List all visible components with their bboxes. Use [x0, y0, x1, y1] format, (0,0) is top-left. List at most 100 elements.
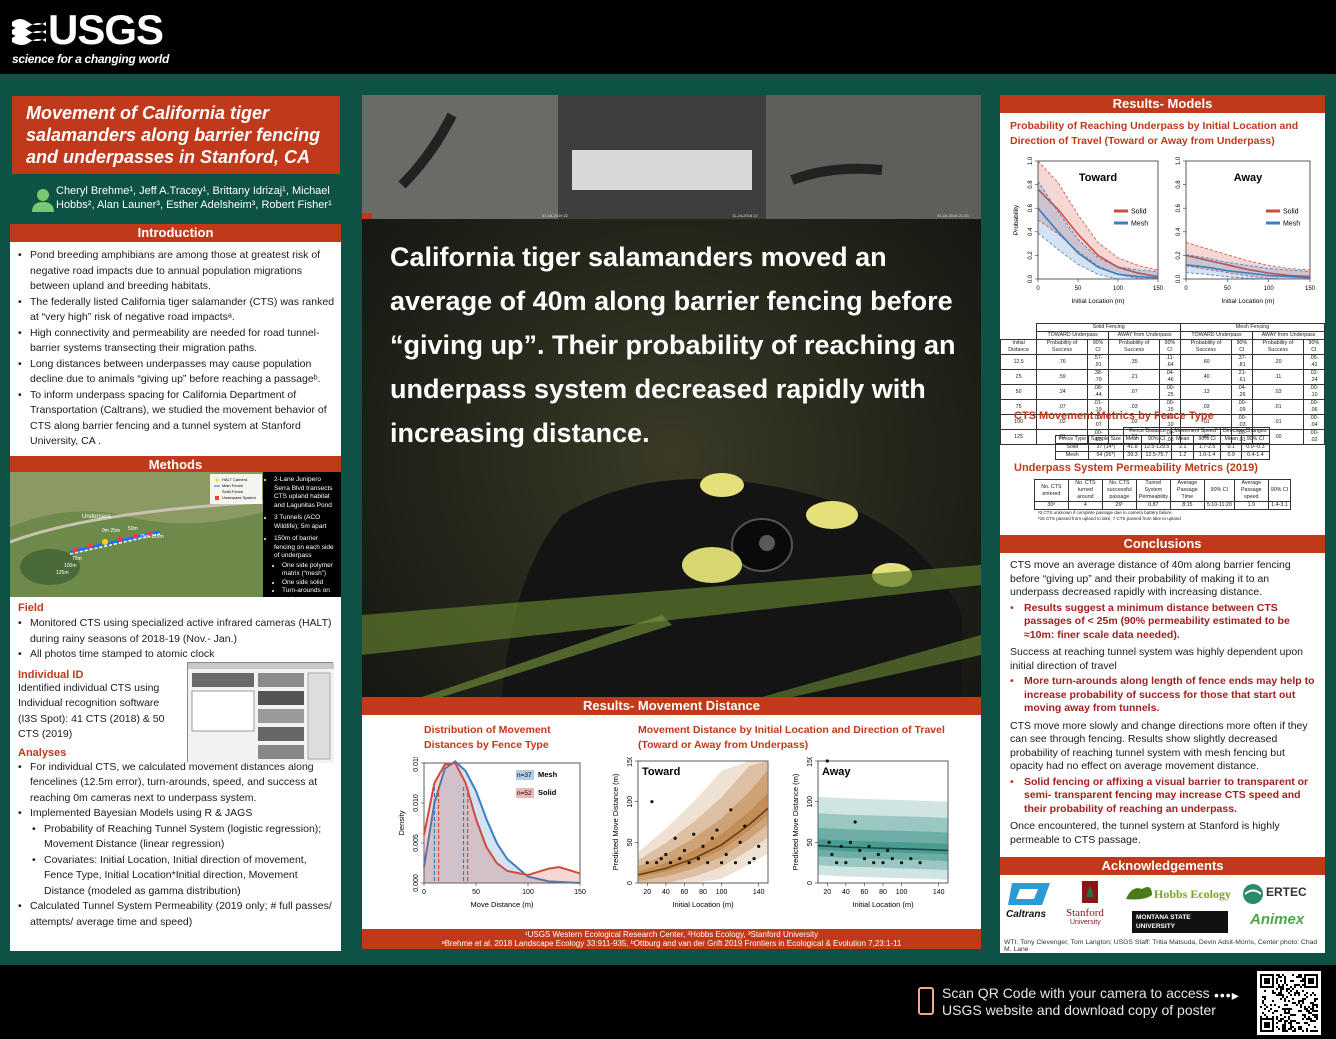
site-note: 3 Tunnels (ACO Wildlife); 5m apart	[274, 514, 338, 531]
qr-module	[1284, 1008, 1286, 1010]
table-column-header: Average Passage speed	[1233, 479, 1269, 502]
field-bullet: Monitored CTS using specialized active i…	[18, 616, 335, 647]
qr-module	[1278, 994, 1280, 996]
qr-module	[1272, 1000, 1274, 1002]
table-cell: 1.9	[1233, 501, 1269, 510]
x-tick-label: 40	[842, 889, 850, 896]
table-cell: .01	[1252, 399, 1304, 415]
analyses-bullet: Calculated Tunnel System Permeability (2…	[18, 899, 335, 930]
qr-module	[1264, 1008, 1266, 1010]
qr-module	[1306, 1008, 1308, 1010]
table-row: Mesh 54 (26*) 39.3 12.5-75.7 1.2 1.0-1.4 0.9 0.…	[1055, 451, 1270, 460]
qr-module	[1302, 978, 1304, 980]
usgs-logo[interactable]: USGS science for a changing world	[12, 9, 169, 66]
qr-module	[1310, 1002, 1312, 1004]
qr-module	[1306, 1028, 1308, 1030]
qr-module	[1284, 1016, 1286, 1018]
qr-module	[1294, 1030, 1296, 1032]
qr-module	[1274, 1004, 1276, 1006]
qr-finder-center	[1264, 1022, 1270, 1028]
data-point	[848, 840, 853, 844]
qr-module	[1292, 974, 1294, 976]
table-cell: .00- .06	[1302, 399, 1326, 415]
qr-module	[1280, 994, 1282, 996]
x-tick-label: 150	[574, 889, 586, 896]
y-tick-label: 0.010	[413, 794, 420, 812]
qr-module	[1286, 984, 1288, 986]
logo-text: USGS	[48, 6, 164, 53]
qr-module	[1316, 1010, 1318, 1012]
qr-module	[1316, 1004, 1318, 1006]
table-group-header: Movement Speed*	[1171, 427, 1221, 436]
qr-module	[1278, 986, 1280, 988]
qr-module	[1284, 1028, 1286, 1030]
data-point	[645, 861, 649, 865]
table-cell: .03	[1252, 384, 1304, 400]
y-tick-label: 100	[807, 796, 814, 808]
table-column-header: Average Passage Time	[1169, 479, 1205, 502]
qr-module	[1280, 986, 1282, 988]
qr-module	[1276, 1026, 1278, 1028]
qr-module	[1304, 1008, 1306, 1010]
qr-module	[1290, 1020, 1292, 1022]
data-point	[668, 861, 673, 865]
qr-finder-center	[1308, 978, 1314, 984]
y-tick-label: 50	[627, 838, 634, 846]
qr-module	[1306, 1030, 1308, 1032]
qr-module	[1314, 1030, 1316, 1032]
qr-module	[1298, 984, 1300, 986]
qr-module	[1282, 1018, 1284, 1020]
y-tick-label: 0.8	[1028, 180, 1034, 189]
qr-module	[1262, 1002, 1264, 1004]
qr-module	[1264, 998, 1266, 1000]
legend-label: Solid	[538, 788, 557, 797]
qr-module	[1278, 1006, 1280, 1008]
table-column-header: Initial Distance	[999, 339, 1038, 355]
qr-module	[1298, 1022, 1300, 1024]
movement-heading: Results- Movement Distance	[362, 697, 981, 715]
conclusions-heading: Conclusions	[1000, 535, 1325, 553]
stanford-logo-sub: University	[1070, 919, 1101, 926]
mean-line	[637, 807, 769, 876]
data-point	[853, 820, 857, 824]
qr-module	[1300, 974, 1302, 976]
y-tick-label: 0.6	[1176, 203, 1182, 212]
qr-module	[1316, 998, 1318, 1000]
qr-module	[1300, 1006, 1302, 1008]
results-models-heading: Results- Models	[1000, 95, 1325, 113]
field-heading: Field	[18, 602, 44, 614]
data-point	[692, 832, 696, 836]
y-tick-label: 0.4	[1028, 227, 1034, 236]
photo-graphic: 01-16-2019 22 11-24-2018 22 01-16-2018 2…	[362, 95, 981, 697]
qr-module	[1282, 1030, 1284, 1032]
density-chart-title: Distribution of Movement Distances by Fe…	[424, 724, 551, 751]
qr-module	[1312, 1008, 1314, 1010]
x-tick-label: 100	[1264, 286, 1275, 292]
map-label: 75m 125m	[140, 534, 164, 540]
dotted-arrow-icon: •••▸	[1214, 987, 1240, 1003]
y-tick-label: 0.4	[1176, 227, 1182, 236]
y-tick-label: 0	[627, 881, 634, 885]
qr-code[interactable]	[1257, 971, 1321, 1035]
table-column-header: Fence Type	[1055, 435, 1090, 444]
qr-module	[1276, 1018, 1278, 1020]
conclusion-list: Solid fencing or affixing a visual barri…	[1000, 776, 1325, 817]
qr-module	[1276, 1016, 1278, 1018]
table-cell: .13	[1180, 384, 1232, 400]
qr-module	[1286, 1008, 1288, 1010]
qr-finder-center	[1264, 978, 1270, 984]
caltrans-logo: Caltrans	[1006, 909, 1047, 920]
qr-module	[1284, 1000, 1286, 1002]
data-point	[858, 848, 862, 853]
map-legend-item: HALT Camera	[222, 477, 248, 482]
table-cell: 39.3	[1122, 451, 1143, 460]
movement-chart-title: Movement Distance by Initial Location an…	[638, 724, 945, 751]
software-screenshot-graphic	[188, 663, 334, 763]
phone-icon	[918, 987, 934, 1015]
qr-module	[1284, 1022, 1286, 1024]
left-column: Introduction Pond breeding amphibians ar…	[10, 224, 341, 951]
qr-module	[1314, 1010, 1316, 1012]
x-axis-label: Move Distance (m)	[471, 900, 534, 909]
qr-module	[1288, 988, 1290, 990]
data-point	[899, 861, 904, 865]
